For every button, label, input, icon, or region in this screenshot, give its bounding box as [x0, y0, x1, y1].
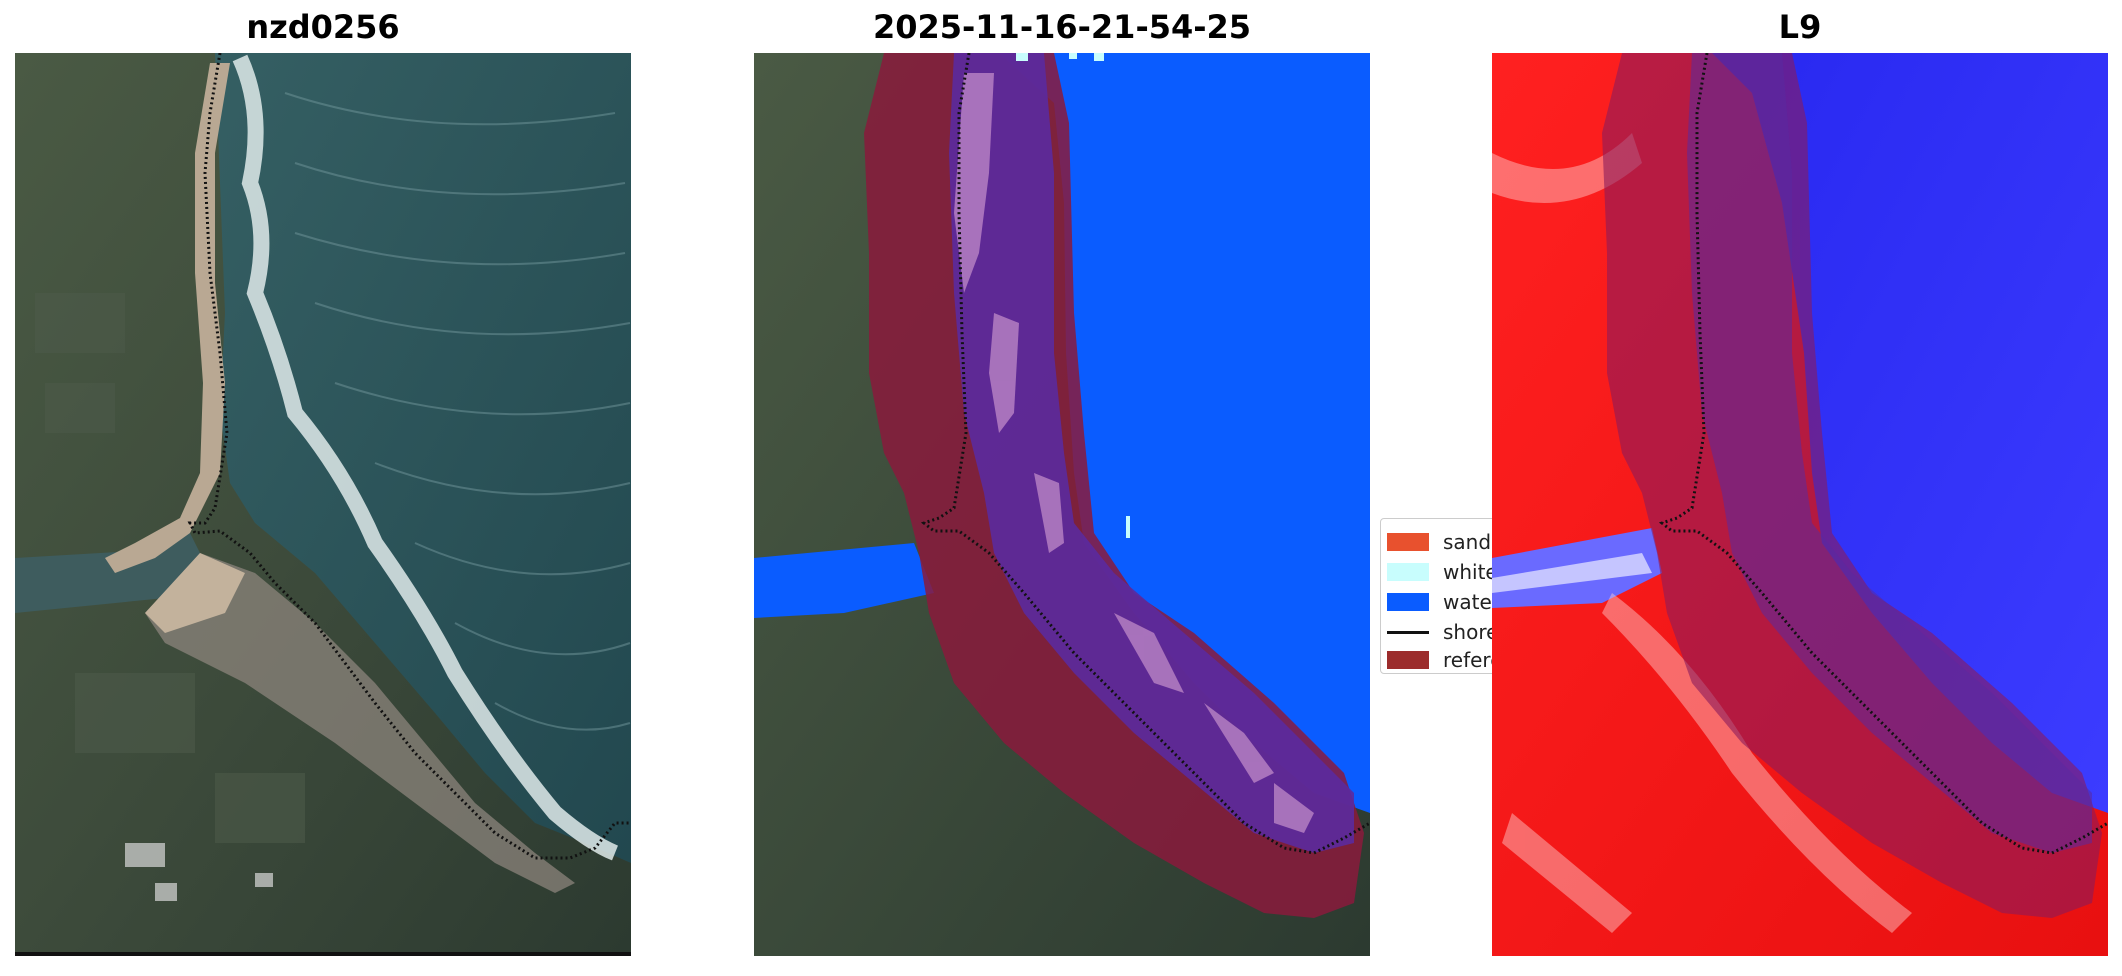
spit-tip [145, 553, 245, 633]
legend-item-sand: sand [1387, 529, 1491, 555]
legend-label-sand: sand [1443, 530, 1492, 554]
whitewater-top [1016, 53, 1104, 61]
index-image [1492, 53, 2108, 956]
mudflat [145, 553, 575, 893]
surf-line [232, 54, 619, 861]
legend-swatch-water [1387, 593, 1429, 611]
rgb-image-panel [15, 53, 631, 956]
water-index [1712, 53, 2108, 813]
shoreline [187, 53, 631, 860]
classification-panel [754, 53, 1370, 956]
panel-title-rgb: nzd0256 [246, 8, 400, 46]
buildings [125, 843, 273, 901]
water-class [999, 53, 1370, 813]
legend-swatch-sand [1387, 533, 1429, 551]
panel-title-classification: 2025-11-16-21-54-25 [872, 8, 1252, 46]
legend-line-shoreline [1387, 630, 1429, 634]
field-patches [35, 293, 305, 843]
shoreline [920, 53, 1370, 855]
shoreline [1658, 53, 2108, 855]
channel-highlight [1492, 553, 1652, 593]
classification-image [754, 53, 1370, 956]
legend-swatch-reference [1387, 651, 1429, 669]
ocean-area [215, 53, 631, 863]
sand-class [949, 53, 1354, 853]
whitewater-class [954, 73, 1314, 833]
legend-swatch-whitewater [1387, 563, 1429, 581]
swell-lines [284, 92, 631, 731]
legend-label-water: water [1443, 590, 1500, 614]
beach-sand [105, 63, 230, 573]
rgb-image [15, 53, 631, 956]
index-panel [1492, 53, 2108, 956]
whitewater-speck [1126, 516, 1130, 538]
water-class-channel [754, 543, 934, 618]
image-bottom-edge [15, 952, 631, 956]
sand-overlay [1687, 53, 2092, 853]
panel-title-index: L9 [1778, 8, 1822, 46]
legend-item-water: water [1387, 589, 1500, 615]
